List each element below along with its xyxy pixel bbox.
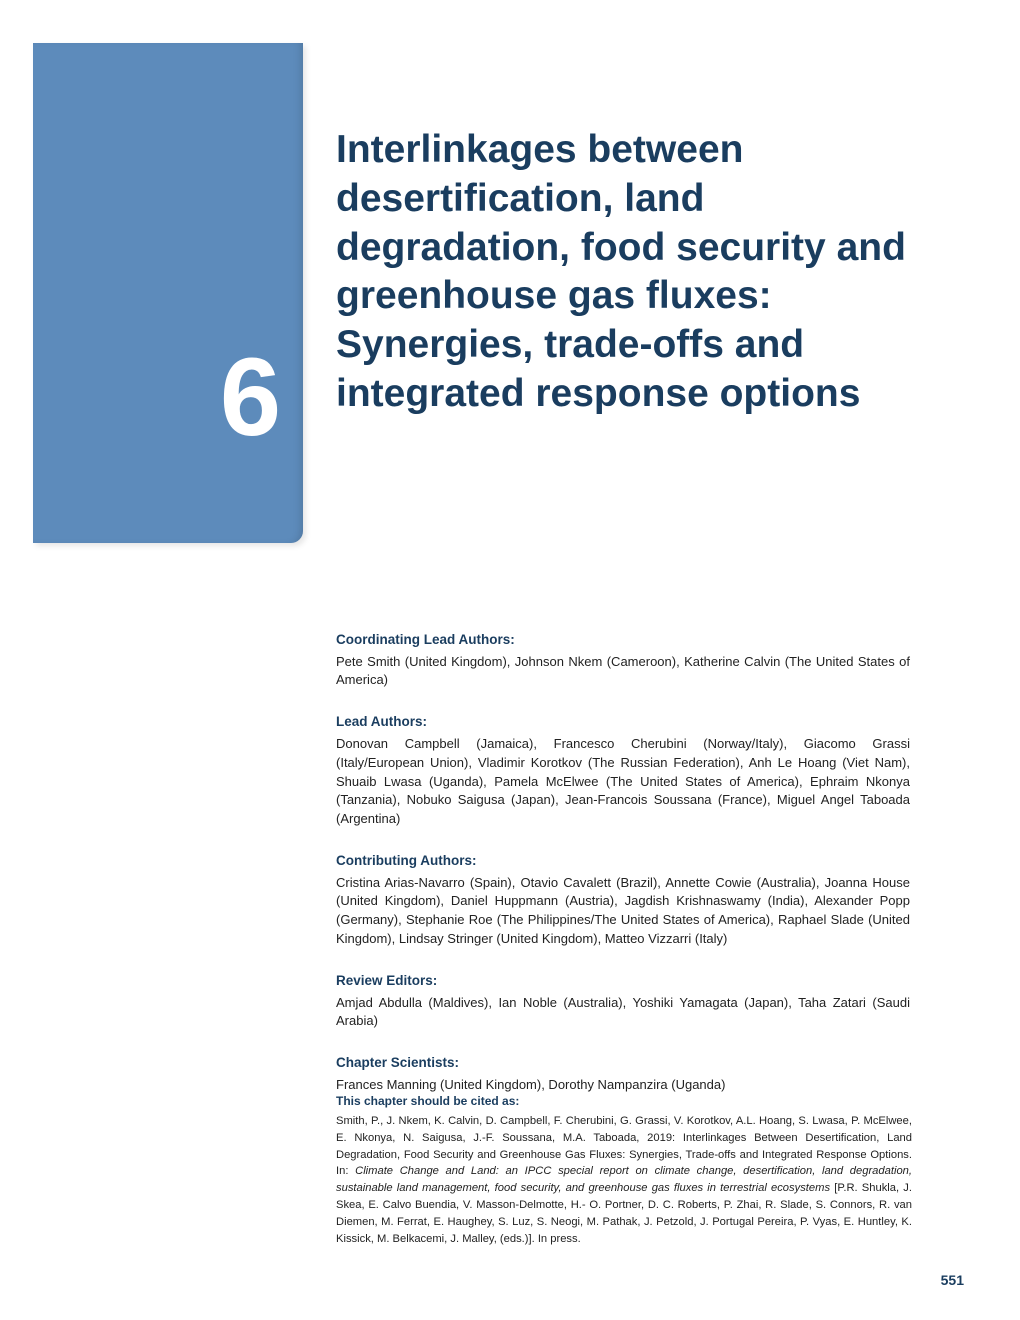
section-heading: Lead Authors: [336, 712, 910, 732]
contributing-authors: Contributing Authors: Cristina Arias-Nav… [336, 851, 910, 949]
citation-heading: This chapter should be cited as: [336, 1092, 912, 1110]
section-heading: Chapter Scientists: [336, 1053, 910, 1073]
coord-lead-authors: Coordinating Lead Authors: Pete Smith (U… [336, 630, 910, 690]
lead-authors: Lead Authors: Donovan Campbell (Jamaica)… [336, 712, 910, 829]
chapter-title: Interlinkages between desertification, l… [336, 126, 906, 419]
authors-block: Coordinating Lead Authors: Pete Smith (U… [336, 630, 910, 1117]
review-editors: Review Editors: Amjad Abdulla (Maldives)… [336, 971, 910, 1031]
section-heading: Coordinating Lead Authors: [336, 630, 910, 650]
chapter-tab: 6 [33, 43, 303, 543]
citation-italic: Climate Change and Land: an IPCC special… [336, 1165, 912, 1194]
section-heading: Review Editors: [336, 971, 910, 991]
section-body: Donovan Campbell (Jamaica), Francesco Ch… [336, 735, 910, 829]
chapter-number: 6 [220, 334, 281, 461]
chapter-scientists: Chapter Scientists: Frances Manning (Uni… [336, 1053, 910, 1094]
citation-body: Smith, P., J. Nkem, K. Calvin, D. Campbe… [336, 1113, 912, 1247]
section-body: Cristina Arias-Navarro (Spain), Otavio C… [336, 874, 910, 949]
section-body: Pete Smith (United Kingdom), Johnson Nke… [336, 653, 910, 691]
page-number: 551 [941, 1272, 964, 1288]
section-body: Amjad Abdulla (Maldives), Ian Noble (Aus… [336, 994, 910, 1032]
section-heading: Contributing Authors: [336, 851, 910, 871]
citation-block: This chapter should be cited as: Smith, … [336, 1092, 912, 1247]
